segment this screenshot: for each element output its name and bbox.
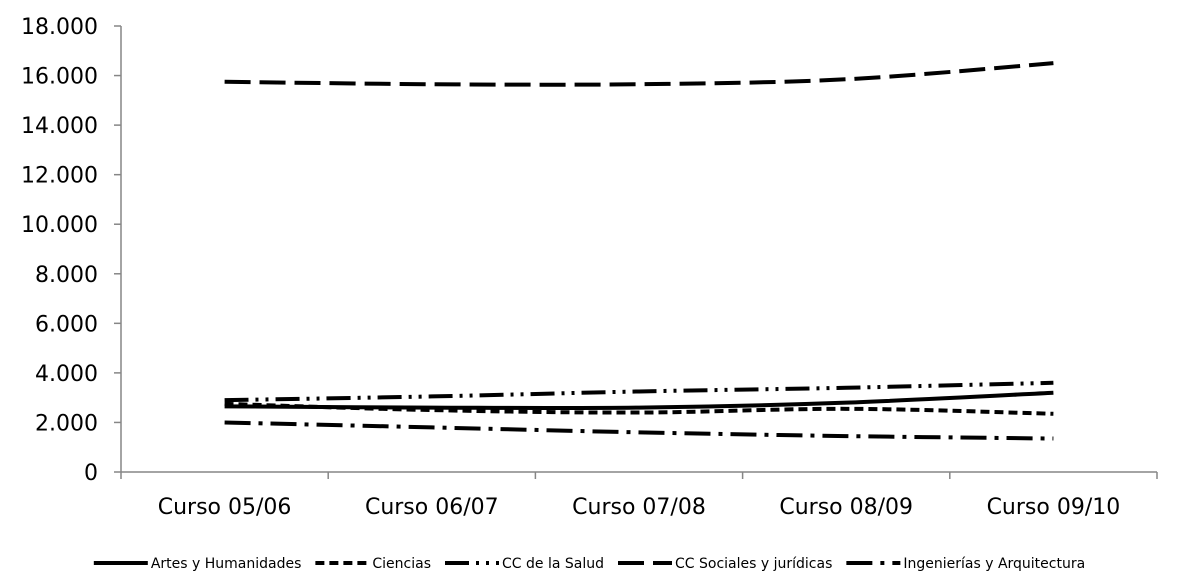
y-tick-label: 18.000 — [21, 15, 98, 40]
x-axis-ticks: Curso 05/06 Curso 06/07 Curso 07/08 Curso 0… — [120, 472, 1158, 520]
series-line-5 — [224, 420, 1054, 441]
series-line-2 — [224, 401, 1054, 416]
y-tick-label: 14.000 — [21, 114, 98, 139]
y-axis-ticks: 0 2.000 4.000 6.000 8.000 10.000 12.000 14.000 1… — [21, 15, 121, 486]
series-line-4 — [224, 61, 1054, 87]
y-tick-label: 12.000 — [21, 164, 98, 189]
legend-label-5: Ingenierías y Arquitectura — [903, 556, 1085, 572]
y-tick-label: 0 — [84, 461, 98, 486]
x-tick-label: Curso 08/09 — [779, 495, 913, 520]
y-tick-label: 2.000 — [35, 411, 98, 436]
x-tick-label: Curso 06/07 — [365, 495, 499, 520]
legend: Artes y Humanidades Ciencias CC de la Salu… — [93, 556, 1085, 572]
y-tick-label: 16.000 — [21, 65, 98, 90]
x-tick-label: Curso 09/10 — [987, 495, 1121, 520]
legend-label-3: CC de la Salud — [502, 556, 604, 572]
legend-label-4: CC Sociales y jurídicas — [675, 556, 832, 572]
y-tick-label: 8.000 — [35, 263, 98, 288]
y-tick-label: 4.000 — [35, 362, 98, 387]
series-lines — [224, 61, 1054, 441]
y-tick-label: 10.000 — [21, 213, 98, 238]
x-tick-label: Curso 05/06 — [158, 495, 292, 520]
series-line-3 — [224, 380, 1054, 403]
series-line-1 — [224, 390, 1054, 410]
x-tick-label: Curso 07/08 — [572, 495, 706, 520]
legend-label-2: Ciencias — [372, 556, 431, 572]
legend-label-1: Artes y Humanidades — [151, 556, 302, 572]
y-tick-label: 6.000 — [35, 312, 98, 337]
